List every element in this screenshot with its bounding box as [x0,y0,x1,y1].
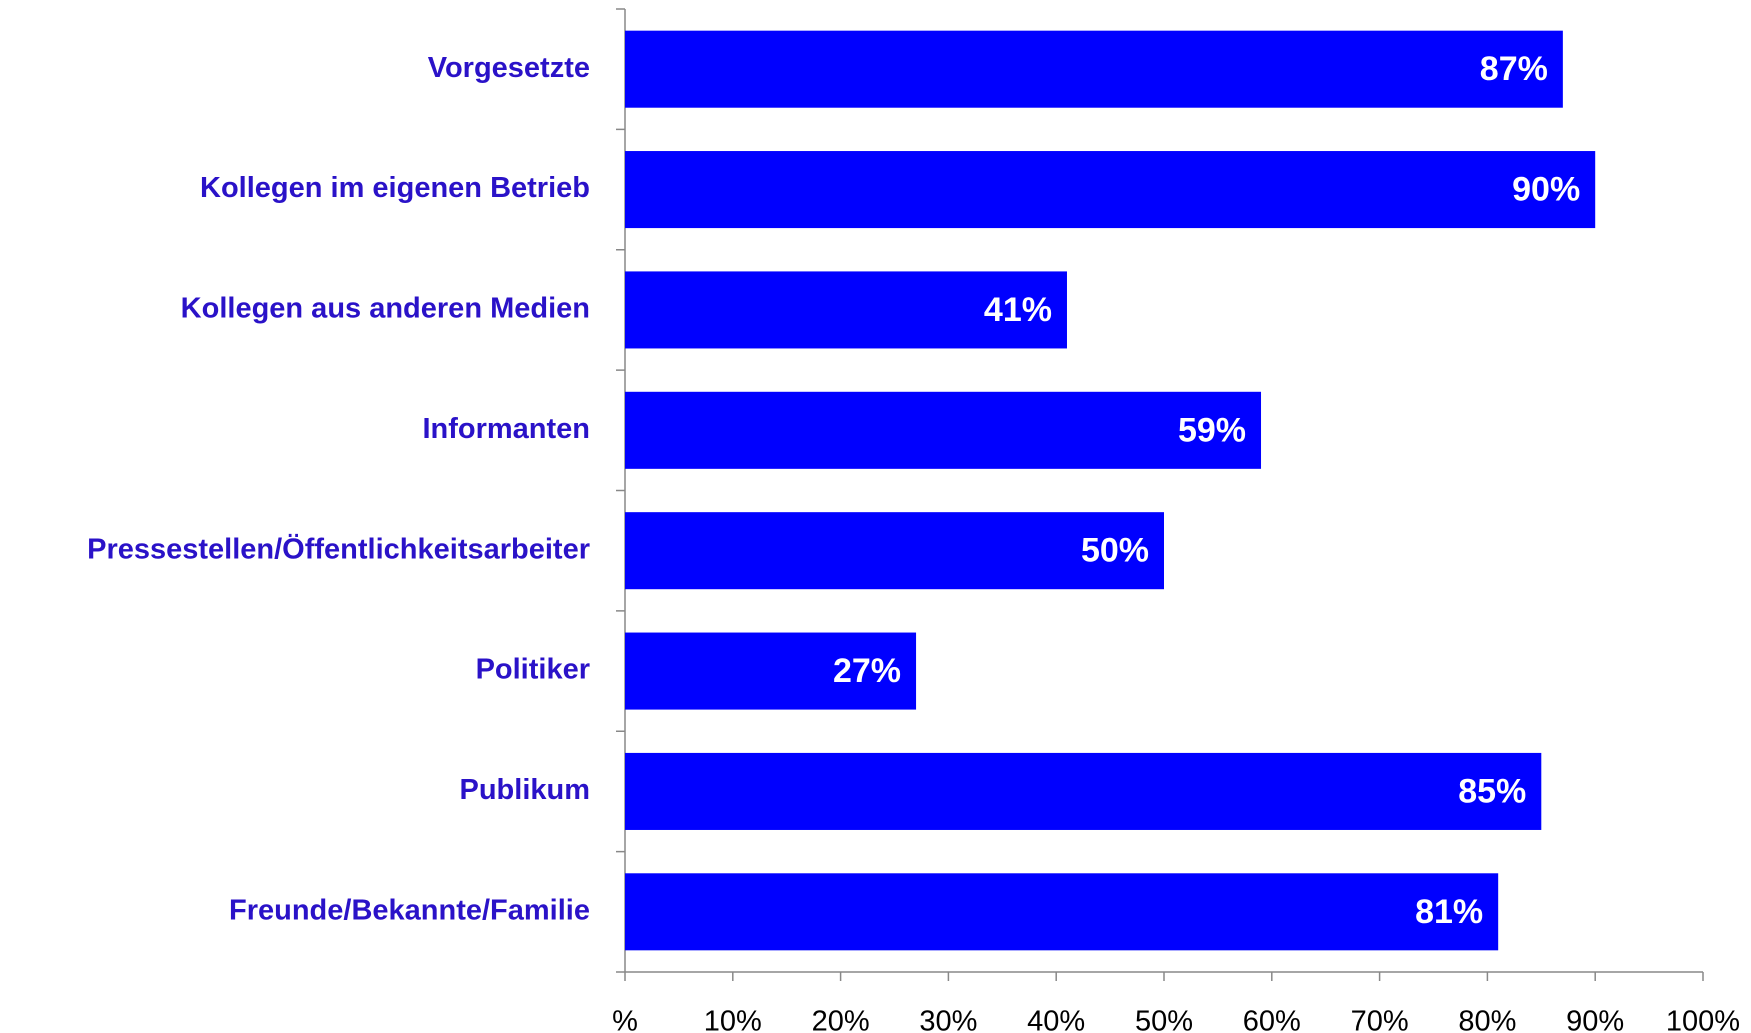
x-tick-label: 80% [1458,1006,1516,1033]
bar [625,30,1563,108]
bar [625,873,1499,951]
category-label: Pressestellen/Öffentlichkeitsarbeiter [87,532,590,565]
x-tick-label: 60% [1243,1006,1301,1033]
x-tick-label: 90% [1566,1006,1624,1033]
x-tick-label: 100% [1666,1006,1740,1033]
x-tick-label: 30% [919,1006,977,1033]
bar [625,752,1542,830]
x-tick-label: 20% [812,1006,870,1033]
category-label: Politiker [476,654,590,686]
value-label: 90% [1512,171,1580,209]
category-label: Vorgesetzte [428,52,590,84]
value-label: 41% [984,291,1052,329]
category-label: Informanten [422,413,590,445]
bar [625,632,917,710]
x-tick-label: 10% [704,1006,762,1033]
value-label: 87% [1480,50,1548,88]
category-label: Publikum [459,774,590,806]
bar [625,391,1262,469]
value-label: 81% [1415,893,1483,931]
bar [625,151,1596,229]
x-tick-label: % [612,1006,638,1033]
value-label: 85% [1458,772,1526,810]
x-tick-label: 70% [1351,1006,1409,1033]
category-label: Kollegen im eigenen Betrieb [200,172,590,204]
x-tick-label: 50% [1135,1006,1193,1033]
bar [625,271,1067,349]
value-label: 59% [1178,411,1246,449]
category-label: Freunde/Bekannte/Familie [229,894,590,926]
value-label: 50% [1081,532,1149,570]
bar [625,512,1164,590]
value-label: 27% [833,652,901,690]
x-tick-label: 40% [1027,1006,1085,1033]
category-label: Kollegen aus anderen Medien [181,293,590,325]
